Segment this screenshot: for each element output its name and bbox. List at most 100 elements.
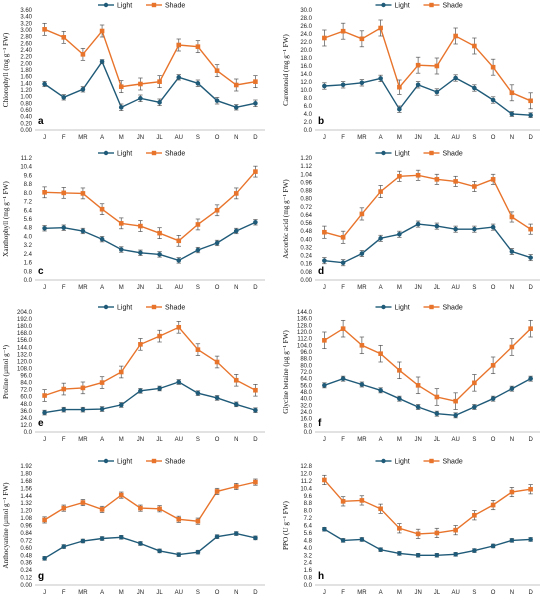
- y-axis-label: PPO (U g⁻¹ FW): [282, 500, 290, 549]
- x-tick-label: F: [341, 135, 345, 141]
- y-tick-label: 0.24: [300, 254, 312, 260]
- x-tick-label: M: [397, 437, 402, 443]
- x-tick-label: JL: [434, 135, 441, 141]
- x-tick-label: AU: [175, 590, 183, 596]
- data-point-light: [359, 537, 365, 542]
- y-tick-label: 26.0: [300, 24, 312, 30]
- data-point-light: [434, 552, 440, 558]
- y-tick-label: 0.8: [24, 269, 33, 275]
- data-point-shade: [415, 62, 421, 68]
- chart-panel-c: 0.0 0.8 1.6 2.4 3.2 4.0 4.8 5.6 6.4 7.2 8.0 8.8 9.6 1…: [2, 150, 265, 291]
- x-tick-label: F: [62, 590, 66, 596]
- data-point-light: [61, 95, 67, 100]
- data-point-light: [528, 376, 533, 381]
- data-point-shade: [42, 393, 47, 398]
- data-point-shade: [61, 35, 67, 40]
- x-tick-label: A: [100, 437, 104, 443]
- x-tick-label: AU: [451, 285, 459, 291]
- y-tick-label: 2.4: [24, 252, 33, 258]
- data-point-light: [138, 96, 143, 101]
- data-point-light: [99, 406, 105, 412]
- x-tick-label: JN: [414, 437, 421, 443]
- y-tick-label: 2.80: [20, 35, 32, 41]
- data-point-shade: [397, 174, 402, 179]
- y-tick-label: 0.0: [304, 128, 313, 134]
- data-point-shade: [528, 98, 533, 104]
- x-tick-label: N: [510, 135, 514, 141]
- chart-panel-b: 0.0 2.0 4.0 6.0 8.0 10.0 12.0 14.0 16.0 18.0 20.0 2…: [282, 2, 540, 141]
- data-point-light: [472, 85, 477, 91]
- data-point-shade: [434, 177, 440, 182]
- legend-label-shade: Shade: [443, 2, 463, 9]
- x-tick-label: JL: [156, 437, 163, 443]
- y-tick-label: 112.0: [297, 337, 312, 343]
- y-tick-label: 9.6: [24, 173, 33, 179]
- y-tick-label: 1.80: [20, 68, 32, 74]
- data-point-shade: [472, 512, 477, 518]
- legend-marker-shade: [429, 304, 434, 310]
- data-point-light: [528, 255, 533, 260]
- legend-label-light: Light: [117, 304, 132, 311]
- data-point-shade: [233, 191, 239, 196]
- y-tick-label: 14.0: [300, 72, 312, 78]
- series-line-shade: [44, 171, 256, 242]
- y-tick-label: 16.0: [300, 417, 312, 423]
- y-tick-label: 2.4: [304, 561, 313, 567]
- y-tick-label: 2.20: [20, 55, 32, 61]
- data-point-shade: [195, 347, 201, 352]
- y-tick-label: 0.48: [300, 229, 312, 235]
- y-tick-label: 144.0: [17, 345, 33, 351]
- data-point-light: [253, 407, 258, 413]
- data-point-light: [195, 390, 201, 396]
- data-point-shade: [42, 27, 47, 32]
- y-tick-label: 1.20: [20, 88, 32, 94]
- y-tick-label: 0.12: [20, 576, 32, 582]
- legend-label-shade: Shade: [443, 458, 463, 465]
- series-line-light: [44, 381, 256, 414]
- y-tick-label: 8.8: [304, 501, 313, 507]
- y-tick-label: 88.0: [300, 357, 312, 363]
- data-point-shade: [176, 324, 182, 330]
- y-tick-label: 0.48: [20, 553, 32, 559]
- y-tick-label: 12.8: [300, 464, 312, 470]
- x-tick-label: MR: [357, 285, 367, 291]
- y-tick-label: 1.12: [300, 164, 312, 170]
- data-point-light: [378, 547, 383, 552]
- y-tick-label: 3.00: [20, 28, 32, 34]
- x-tick-label: D: [528, 285, 533, 291]
- y-tick-label: 0.56: [300, 221, 312, 227]
- data-point-light: [176, 258, 182, 263]
- data-point-shade: [415, 383, 421, 388]
- x-tick-label: J: [43, 437, 46, 443]
- y-tick-label: 28.0: [300, 16, 312, 22]
- x-tick-label: D: [253, 590, 258, 596]
- x-tick-label: JN: [137, 437, 144, 443]
- x-tick-label: D: [253, 285, 258, 291]
- legend-label-light: Light: [395, 304, 410, 311]
- y-tick-label: 0.0: [304, 430, 313, 436]
- data-point-light: [490, 97, 496, 103]
- y-tick-label: 56.0: [300, 383, 312, 389]
- data-point-shade: [340, 235, 346, 240]
- y-tick-label: 0.72: [20, 538, 32, 544]
- data-point-light: [378, 76, 383, 81]
- x-tick-label: AU: [451, 590, 459, 596]
- x-tick-label: F: [62, 135, 66, 141]
- data-point-shade: [322, 35, 327, 41]
- series-line-shade: [323, 479, 531, 535]
- data-point-light: [176, 379, 182, 385]
- x-tick-label: JN: [414, 285, 421, 291]
- y-tick-label: 96.0: [300, 350, 312, 356]
- y-tick-label: 6.0: [304, 104, 313, 110]
- data-point-shade: [61, 505, 67, 511]
- x-tick-label: N: [234, 590, 238, 596]
- data-point-light: [453, 552, 458, 557]
- y-tick-label: 108.0: [17, 366, 33, 372]
- panel-letter: a: [38, 116, 44, 127]
- x-tick-label: M: [119, 135, 124, 141]
- y-axis-label: Carotenoid (mg g⁻¹ FW): [282, 34, 290, 106]
- x-tick-label: F: [341, 285, 345, 291]
- panel-letter: f: [318, 418, 322, 429]
- legend-marker-light: [103, 458, 109, 464]
- data-point-light: [138, 250, 143, 256]
